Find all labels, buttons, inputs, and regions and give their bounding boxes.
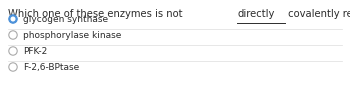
Text: phosphorylase kinase: phosphorylase kinase (23, 31, 121, 40)
Text: directly: directly (237, 9, 274, 19)
Circle shape (11, 17, 15, 21)
Text: glycogen synthase: glycogen synthase (23, 15, 108, 24)
Text: F-2,6-BPtase: F-2,6-BPtase (23, 63, 79, 72)
Text: covalently regulated by the activity of PKA?: covalently regulated by the activity of … (285, 9, 350, 19)
Circle shape (9, 15, 17, 23)
Circle shape (9, 47, 17, 55)
Text: Which one of these enzymes is not: Which one of these enzymes is not (8, 9, 186, 19)
Text: PFK-2: PFK-2 (23, 47, 47, 56)
Circle shape (9, 63, 17, 71)
Circle shape (9, 31, 17, 39)
